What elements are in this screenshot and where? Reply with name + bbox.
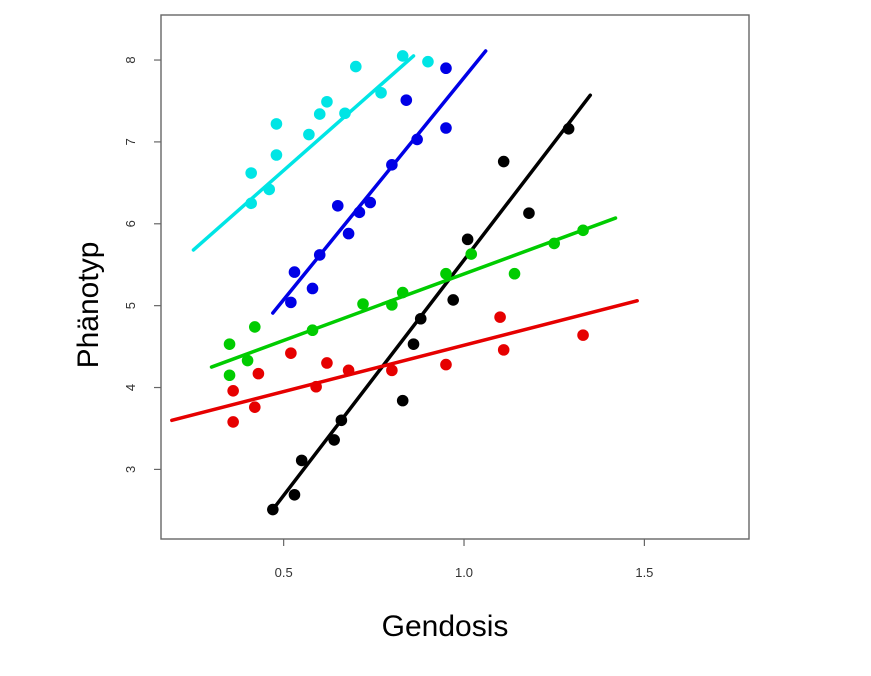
data-point: [335, 414, 348, 427]
y-axis-title: Phänotyp: [72, 242, 105, 369]
data-point: [494, 311, 506, 323]
data-point: [252, 367, 265, 380]
data-point: [263, 183, 276, 196]
x-axis: 0.5 1.0 1.5: [275, 539, 653, 580]
data-point: [497, 155, 510, 168]
y-tick-label: 4: [123, 384, 138, 391]
data-point: [523, 207, 535, 219]
x-tick-label: 0.5: [275, 565, 293, 580]
data-point: [548, 237, 561, 250]
y-tick-label: 7: [123, 138, 138, 145]
data-point: [313, 108, 326, 120]
data-point: [497, 344, 510, 356]
data-point: [440, 62, 452, 75]
y-tick-label: 5: [123, 302, 138, 309]
data-point: [223, 369, 236, 382]
data-point: [288, 266, 301, 278]
data-point: [461, 233, 474, 246]
data-point: [577, 224, 589, 237]
plot-frame: [160, 14, 750, 540]
data-point: [321, 357, 333, 369]
data-point: [267, 503, 279, 516]
y-tick-label: 3: [123, 466, 138, 473]
data-point: [313, 249, 326, 261]
data-point: [400, 94, 413, 106]
fit-line-3: [209, 216, 618, 369]
data-point: [422, 55, 434, 68]
data-point: [295, 454, 308, 467]
data-point: [223, 338, 236, 350]
data-point: [440, 267, 452, 280]
data-points: [223, 50, 589, 516]
data-point: [285, 347, 297, 359]
data-point: [577, 329, 589, 341]
data-point: [328, 434, 340, 446]
data-point: [270, 118, 283, 130]
data-point: [227, 385, 239, 397]
fit-lines: [170, 49, 639, 512]
data-point: [303, 128, 315, 141]
data-point: [440, 122, 452, 134]
data-point: [248, 321, 261, 333]
data-point: [349, 60, 362, 73]
fit-line-1: [271, 49, 488, 315]
data-point: [364, 196, 377, 209]
data-point: [306, 324, 319, 337]
data-point: [447, 294, 459, 306]
data-point: [270, 149, 283, 161]
data-point: [396, 394, 409, 407]
data-point: [396, 50, 409, 62]
x-tick-label: 1.5: [635, 565, 653, 580]
data-point: [386, 364, 398, 377]
data-point: [339, 107, 351, 120]
data-point: [508, 267, 521, 280]
data-point: [245, 167, 257, 179]
x-tick-label: 1.0: [455, 565, 473, 580]
data-point: [310, 380, 322, 393]
data-point: [562, 123, 575, 135]
data-point: [465, 248, 478, 260]
data-point: [285, 296, 297, 309]
data-point: [407, 338, 420, 350]
data-point: [248, 401, 261, 413]
data-point: [386, 159, 398, 171]
data-point: [288, 488, 301, 501]
data-point: [306, 282, 319, 295]
y-axis: 3 4 5 6 7 8: [123, 56, 161, 473]
y-tick-label: 8: [123, 56, 138, 63]
fit-line-0: [191, 54, 416, 252]
data-point: [440, 358, 452, 371]
data-point: [411, 133, 423, 146]
x-axis-title: Gendosis: [382, 610, 509, 643]
data-point: [321, 95, 333, 108]
data-point: [357, 298, 369, 310]
data-point: [353, 206, 366, 219]
data-point: [241, 354, 254, 367]
data-point: [227, 416, 239, 428]
data-point: [396, 286, 409, 299]
fit-line-2: [271, 93, 593, 512]
y-tick-label: 6: [123, 220, 138, 227]
fit-line-4: [170, 298, 639, 423]
data-point: [375, 86, 387, 99]
data-point: [386, 299, 398, 311]
data-point: [414, 312, 427, 325]
data-point: [245, 197, 257, 210]
data-point: [342, 227, 355, 240]
data-point: [331, 199, 344, 212]
data-point: [342, 364, 355, 377]
